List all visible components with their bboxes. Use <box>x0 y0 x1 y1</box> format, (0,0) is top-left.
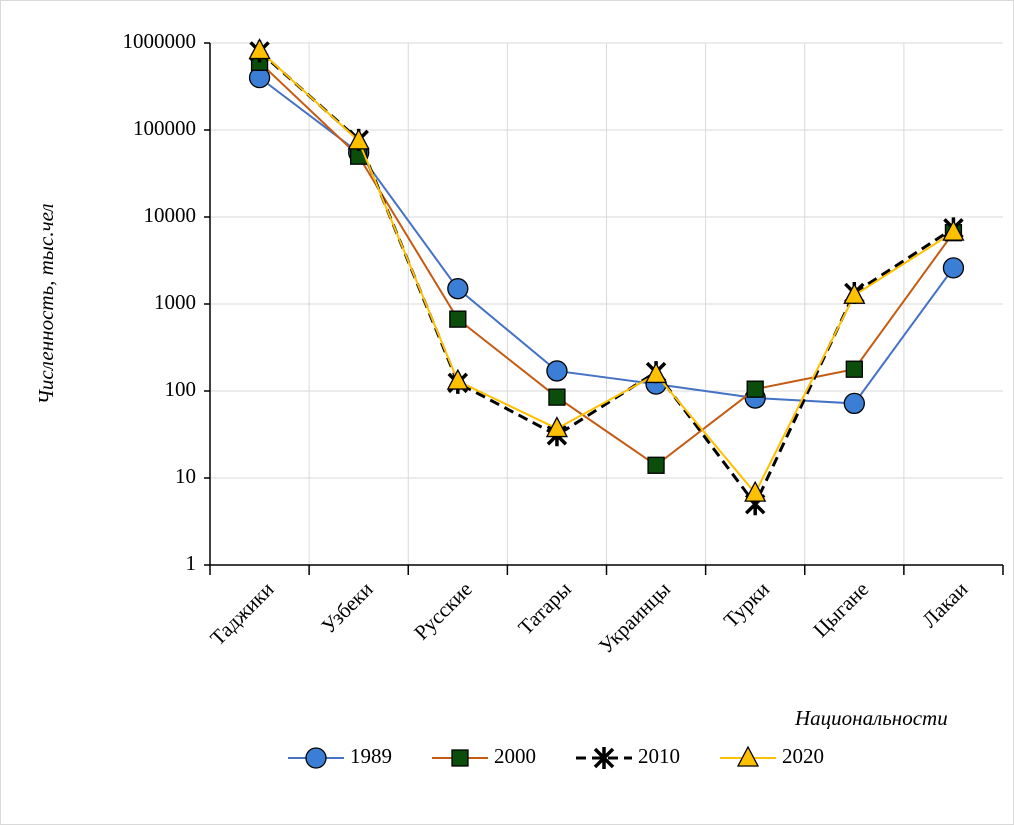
legend-label: 2020 <box>782 744 824 768</box>
marker <box>546 360 568 382</box>
marker <box>746 380 764 398</box>
legend-label: 2000 <box>494 744 536 768</box>
y-tick-label: 10000 <box>144 203 197 227</box>
legend-marker <box>305 747 327 769</box>
line <box>258 76 955 405</box>
marker <box>548 388 566 406</box>
y-tick-label: 1000000 <box>123 29 197 53</box>
y-tick-label: 1 <box>186 551 197 575</box>
legend-label: 1989 <box>350 744 392 768</box>
marker <box>744 480 767 502</box>
x-axis-title: Национальности <box>794 706 948 730</box>
marker <box>843 282 866 304</box>
marker <box>644 362 668 384</box>
marker <box>446 368 469 390</box>
marker <box>647 456 665 474</box>
marker <box>942 219 965 241</box>
legend-marker <box>736 745 760 767</box>
marker <box>545 416 569 438</box>
y-tick-label: 10 <box>175 464 196 488</box>
marker <box>843 392 865 415</box>
legend-marker <box>451 749 469 767</box>
series <box>248 38 965 502</box>
legend-marker <box>593 747 615 769</box>
y-axis-title: Численность, тыс.чел <box>34 203 58 404</box>
y-tick-label: 100000 <box>133 116 196 140</box>
marker <box>447 278 469 300</box>
y-tick-label: 1000 <box>154 290 196 314</box>
y-tick-label: 100 <box>165 377 197 401</box>
marker <box>942 257 965 279</box>
marker <box>347 128 370 150</box>
line <box>258 49 954 495</box>
legend-label: 2010 <box>638 744 680 768</box>
marker <box>845 360 863 378</box>
marker <box>449 310 467 328</box>
marker <box>248 38 271 60</box>
